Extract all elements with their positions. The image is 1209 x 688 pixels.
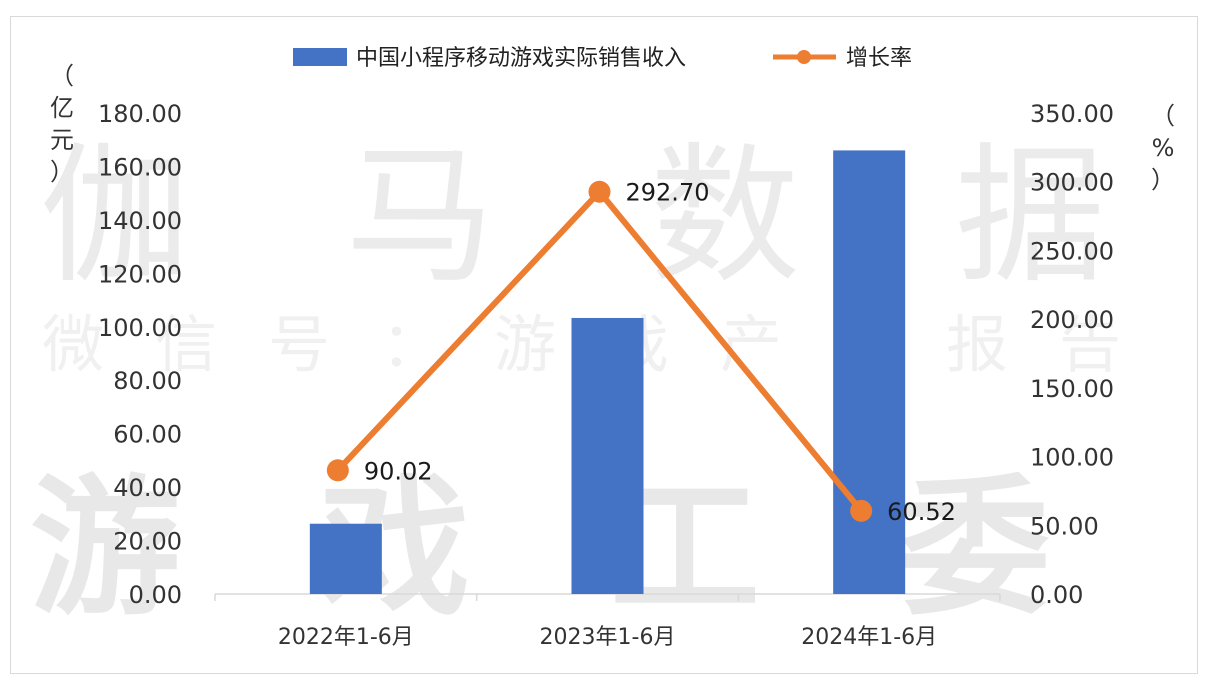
growth-rate-label: 292.70 — [626, 179, 710, 207]
left-tick-label: 100.00 — [98, 314, 182, 342]
watermark-char: 告 — [1059, 308, 1121, 381]
left-tick-label: 120.00 — [98, 260, 182, 288]
growth-rate-series: 90.02 292.70 60.52 — [326, 179, 956, 526]
x-axis-ticks — [214, 594, 1001, 601]
watermark-char: 数 — [650, 130, 800, 304]
watermark-char: 信 — [155, 308, 217, 381]
right-tick-label: 250.00 — [1030, 237, 1114, 265]
watermark-char: 马 — [345, 130, 495, 304]
watermark-char: 伽 — [40, 130, 190, 304]
growth-rate-point — [326, 459, 349, 482]
right-tick-label: 200.00 — [1030, 306, 1114, 334]
x-category-label: 2024年1-6月 — [801, 625, 937, 650]
revenue-bar — [571, 317, 644, 594]
right-axis: 0.00 50.00 100.00 150.00 200.00 250.00 300.00 3… — [1030, 100, 1175, 609]
left-tick-label: 20.00 — [113, 528, 182, 556]
legend-bar-swatch — [293, 48, 347, 66]
left-tick-label: 80.00 — [113, 367, 182, 395]
watermark-char: 游 — [494, 308, 556, 381]
revenue-bar — [833, 150, 906, 594]
watermark-char: 报 — [946, 308, 1008, 381]
growth-rate-point — [850, 499, 873, 522]
growth-rate-point — [588, 180, 611, 203]
right-tick-label: 300.00 — [1030, 169, 1114, 197]
right-axis-title: （%） — [1151, 102, 1175, 194]
legend-line-label: 增长率 — [846, 46, 912, 71]
legend: 中国小程序移动游戏实际销售收入 增长率 — [293, 46, 912, 71]
left-axis: 0.00 20.00 40.00 60.00 80.00 100.00 120.00 140.… — [50, 62, 182, 609]
growth-rate-label: 60.52 — [887, 498, 956, 526]
left-tick-label: 0.00 — [129, 581, 182, 609]
growth-rate-label: 90.02 — [364, 457, 433, 485]
watermark-char: 号 — [268, 308, 330, 381]
right-tick-label: 350.00 — [1030, 100, 1114, 128]
x-category-label: 2023年1-6月 — [540, 625, 676, 650]
x-axis-labels: 2022年1-6月 2023年1-6月 2024年1-6月 — [278, 625, 937, 650]
watermark-char: 微 — [42, 308, 104, 381]
watermark-char: 产 — [720, 308, 782, 381]
x-category-label: 2022年1-6月 — [278, 625, 414, 650]
right-tick-label: 50.00 — [1030, 512, 1099, 540]
revenue-bar — [309, 523, 382, 594]
legend-line-marker — [797, 50, 811, 64]
left-tick-label: 60.00 — [113, 421, 182, 449]
left-tick-label: 40.00 — [113, 474, 182, 502]
legend-bar-label: 中国小程序移动游戏实际销售收入 — [356, 46, 686, 71]
left-tick-label: 140.00 — [98, 207, 182, 235]
right-tick-label: 0.00 — [1030, 581, 1083, 609]
left-tick-label: 180.00 — [98, 100, 182, 128]
right-tick-label: 100.00 — [1030, 444, 1114, 472]
left-tick-label: 160.00 — [98, 153, 182, 181]
watermark-char: 游 — [30, 462, 180, 636]
watermark-char: 委 — [900, 462, 1050, 636]
watermark-char: 据 — [955, 130, 1105, 304]
right-tick-label: 150.00 — [1030, 375, 1114, 403]
bar-series — [309, 150, 906, 594]
left-axis-title: （亿元） — [50, 62, 74, 186]
